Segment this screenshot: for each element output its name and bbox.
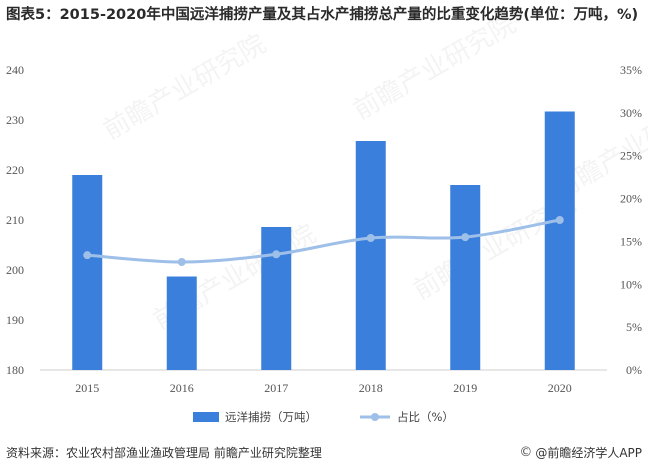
x-tick-label: 2015 [75,381,99,395]
line-point [177,258,186,266]
footer: 资料来源：农业农村部渔业渔政管理局 前瞻产业研究院整理 © @前瞻经济学人APP [0,438,648,470]
y-left-tick-label: 180 [6,363,24,377]
x-tick-label: 2020 [548,381,572,395]
bar [544,111,575,370]
line-series [87,218,561,264]
x-tick-label: 2017 [264,381,288,395]
y-right-tick-label: 30% [620,106,642,120]
line-point [272,250,281,259]
y-right-tick-label: 10% [620,277,642,291]
copyright-icon: © [519,445,533,460]
y-left-tick-label: 190 [6,313,24,327]
line-point [555,216,564,224]
y-left-tick-label: 200 [6,263,24,277]
legend-line-label: 占比（%） [397,410,454,424]
y-right-tick-label: 15% [620,234,642,248]
y-left-tick-label: 240 [6,63,24,77]
x-tick-label: 2018 [359,381,383,395]
y-right-tick-label: 35% [620,63,642,77]
y-left-tick-label: 220 [6,163,24,177]
y-right-tick-label: 5% [626,320,642,334]
source-note: 资料来源：农业农村部渔业渔政管理局 前瞻产业研究院整理 [6,446,322,460]
bar [261,227,292,370]
y-left-tick-label: 210 [6,213,24,227]
y-right-tick-label: 0% [626,363,642,377]
chart-title: 图表5：2015-2020年中国远洋捕捞产量及其占水产捕捞总产量的比重变化趋势(… [6,7,639,23]
y-right-tick-label: 20% [620,192,642,206]
line-point [461,233,470,242]
watermark-text: 前瞻产业研究院 [99,29,272,146]
line-point [366,234,375,242]
brand: © @前瞻经济学人APP [519,444,642,461]
watermark-text: 前瞻产业研究院 [349,9,522,126]
legend-bar-swatch [193,412,219,422]
legend-bar-label: 远洋捕捞（万吨） [225,410,317,424]
bar [450,185,481,370]
chart: 前瞻产业研究院前瞻产业研究院前瞻产业研究院前瞻产业研究院前瞻产业研究院18019… [6,9,648,424]
x-tick-label: 2019 [453,381,477,395]
line-point [83,251,92,260]
bar [72,175,103,370]
bar [355,141,386,370]
x-tick-label: 2016 [170,381,194,395]
legend-line-marker [371,413,379,421]
brand-label: @前瞻经济学人APP [535,446,642,460]
y-left-tick-label: 230 [6,113,24,127]
y-right-tick-label: 25% [620,149,642,163]
bar [166,276,197,370]
